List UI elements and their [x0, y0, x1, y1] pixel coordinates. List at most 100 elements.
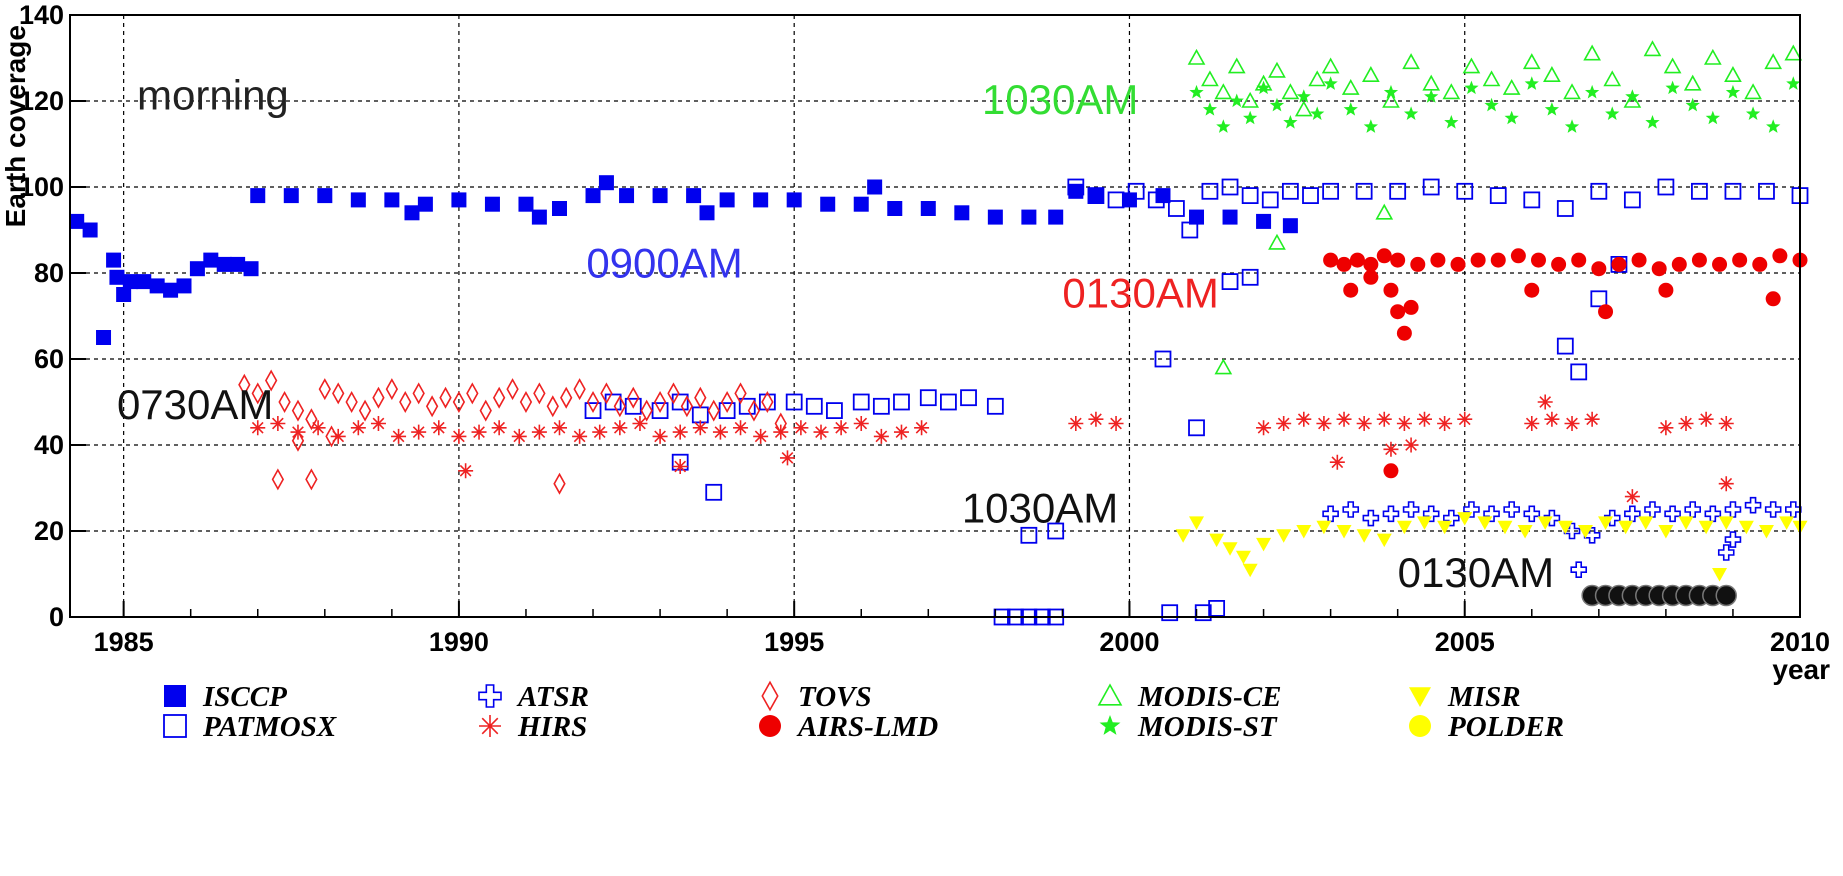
data-point	[1477, 516, 1493, 530]
data-point	[1683, 74, 1702, 91]
data-point	[1322, 505, 1339, 523]
data-point	[1678, 516, 1694, 530]
data-point	[1242, 563, 1258, 578]
series-isccp	[69, 175, 1298, 345]
data-point	[753, 192, 769, 208]
data-point	[612, 420, 628, 436]
data-point	[733, 420, 749, 436]
legend-marker	[164, 685, 186, 707]
data-point	[1557, 520, 1573, 535]
data-point	[986, 397, 1004, 415]
data-point	[1375, 203, 1394, 220]
data-point	[330, 428, 346, 444]
data-point	[1698, 411, 1714, 427]
data-point	[914, 420, 930, 436]
data-point	[451, 192, 467, 208]
data-point	[1382, 505, 1400, 523]
data-point	[1524, 282, 1540, 298]
data-point	[163, 282, 179, 298]
data-point	[203, 252, 219, 268]
data-point	[1691, 252, 1707, 268]
data-point	[1088, 188, 1104, 204]
data-point	[954, 205, 970, 221]
data-point	[1403, 106, 1419, 120]
data-point	[1718, 516, 1734, 530]
grid	[70, 15, 1801, 617]
data-point	[358, 399, 372, 422]
data-point	[1658, 282, 1674, 298]
data-point	[1657, 178, 1675, 196]
data-point	[987, 209, 1003, 225]
data-point	[1422, 178, 1440, 196]
series-polder	[1581, 584, 1737, 607]
data-point	[619, 188, 635, 204]
data-point	[1544, 411, 1560, 427]
data-point	[1437, 520, 1453, 535]
data-point	[1341, 78, 1360, 95]
data-point	[1310, 106, 1325, 120]
data-point	[1717, 544, 1735, 561]
data-point	[458, 463, 474, 479]
data-point	[761, 390, 774, 414]
y-tick-label: 60	[34, 344, 64, 374]
data-point	[1376, 248, 1392, 264]
data-point	[1067, 178, 1085, 196]
x-tick-label: 2000	[1099, 627, 1159, 657]
x-tick-label: 2005	[1435, 627, 1495, 657]
data-point	[1282, 218, 1298, 234]
annotations: morning 1030AM 0900AM 0130AM 0730AM 1030AM 013…	[117, 72, 1554, 596]
data-point	[873, 428, 889, 444]
data-point	[1718, 476, 1734, 492]
data-point	[1442, 83, 1461, 100]
data-point	[551, 420, 567, 436]
legend-item-modis-ce: MODIS-CE	[1097, 681, 1281, 713]
data-point	[1107, 191, 1125, 209]
data-point	[1256, 537, 1272, 552]
data-point	[826, 402, 843, 420]
data-point	[1402, 53, 1420, 70]
legend-item-patmosx: PATMOSX	[163, 711, 337, 743]
data-point	[1651, 261, 1667, 277]
data-point	[1422, 505, 1440, 523]
data-point	[518, 196, 534, 212]
data-point	[1772, 248, 1788, 264]
data-point	[1355, 182, 1373, 200]
data-point	[1463, 501, 1480, 518]
data-point	[1462, 57, 1481, 74]
data-point	[1161, 604, 1179, 622]
data-point	[1390, 304, 1406, 320]
data-point	[853, 196, 869, 212]
data-point	[452, 390, 466, 414]
data-point	[1256, 420, 1272, 436]
legend-marker	[1409, 687, 1431, 707]
data-point	[189, 261, 205, 277]
data-point	[1127, 182, 1145, 200]
legend-item-tovs: TOVS	[761, 680, 872, 713]
data-point	[1543, 509, 1561, 527]
data-point	[1167, 200, 1185, 217]
data-point	[551, 201, 567, 216]
data-point	[1343, 102, 1358, 116]
data-point	[1489, 187, 1507, 205]
data-point	[1745, 106, 1761, 120]
data-point	[1490, 252, 1506, 268]
data-point	[391, 428, 407, 444]
data-point	[1321, 57, 1340, 74]
data-point	[1189, 84, 1204, 99]
data-point	[1724, 531, 1742, 548]
data-point	[506, 378, 519, 401]
data-point	[1194, 604, 1212, 622]
data-point	[1724, 501, 1742, 518]
data-point	[1323, 252, 1339, 268]
data-point	[1229, 93, 1244, 108]
data-point	[1618, 520, 1634, 535]
data-point	[1376, 533, 1392, 548]
legend-marker	[1099, 715, 1121, 735]
data-point	[584, 402, 602, 420]
data-point	[122, 274, 138, 290]
data-point	[350, 420, 366, 436]
data-point	[451, 428, 467, 444]
y-tick-label: 40	[34, 430, 64, 460]
data-point	[1403, 299, 1419, 315]
